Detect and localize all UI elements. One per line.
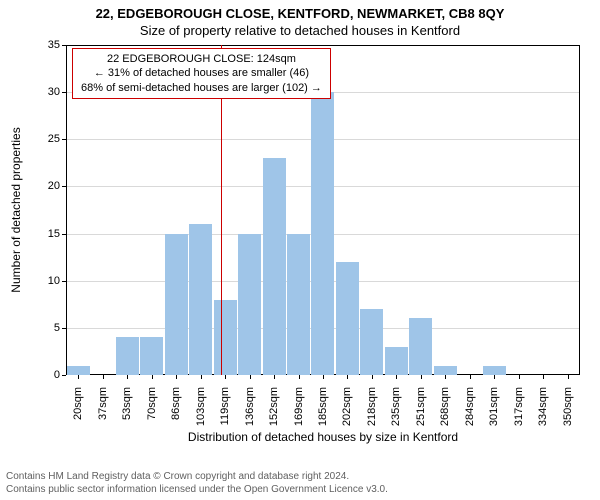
ytick-label: 25 xyxy=(48,133,60,145)
bar xyxy=(140,337,163,375)
ytick-mark xyxy=(62,139,66,140)
xtick-mark xyxy=(519,375,520,379)
xtick-label: 152sqm xyxy=(268,387,280,426)
xtick-mark xyxy=(127,375,128,379)
xtick-label: 37sqm xyxy=(97,387,109,420)
xtick-label: 169sqm xyxy=(293,387,305,426)
xtick-label: 202sqm xyxy=(341,387,353,426)
ytick-label: 35 xyxy=(48,39,60,51)
ytick-label: 10 xyxy=(48,275,60,287)
footer-text: Contains HM Land Registry data © Crown c… xyxy=(6,471,388,496)
bar xyxy=(287,234,310,375)
ytick-mark xyxy=(62,281,66,282)
xtick-mark xyxy=(274,375,275,379)
footer-line-1: Contains HM Land Registry data © Crown c… xyxy=(6,471,388,484)
ytick-mark xyxy=(62,92,66,93)
footer-line-2: Contains public sector information licen… xyxy=(6,484,388,497)
xtick-label: 218sqm xyxy=(366,387,378,426)
xtick-mark xyxy=(201,375,202,379)
bar xyxy=(189,224,212,375)
ytick-label: 15 xyxy=(48,228,60,240)
ytick-mark xyxy=(62,45,66,46)
xtick-mark xyxy=(372,375,373,379)
xtick-label: 86sqm xyxy=(170,387,182,420)
chart-subtitle: Size of property relative to detached ho… xyxy=(0,21,600,38)
xtick-label: 251sqm xyxy=(415,387,427,426)
bar xyxy=(360,309,383,375)
bar xyxy=(116,337,139,375)
ytick-mark xyxy=(62,186,66,187)
xtick-label: 301sqm xyxy=(488,387,500,426)
xtick-mark xyxy=(421,375,422,379)
ytick-label: 0 xyxy=(54,369,60,381)
xtick-label: 103sqm xyxy=(195,387,207,426)
chart-container: { "title": "22, EDGEBOROUGH CLOSE, KENTF… xyxy=(0,0,600,500)
annotation-line-3: 68% of semi-detached houses are larger (… xyxy=(81,81,322,95)
ytick-mark xyxy=(62,375,66,376)
ytick-label: 30 xyxy=(48,86,60,98)
bar xyxy=(67,366,90,375)
xtick-label: 119sqm xyxy=(219,387,231,425)
xtick-mark xyxy=(250,375,251,379)
xtick-mark xyxy=(396,375,397,379)
xtick-mark xyxy=(103,375,104,379)
xtick-mark xyxy=(568,375,569,379)
ytick-mark xyxy=(62,328,66,329)
xtick-mark xyxy=(323,375,324,379)
xtick-mark xyxy=(152,375,153,379)
bar xyxy=(238,234,261,375)
xtick-label: 235sqm xyxy=(390,387,402,426)
xtick-mark xyxy=(470,375,471,379)
y-axis-label: Number of detached properties xyxy=(9,127,23,292)
bar xyxy=(311,92,334,375)
xtick-label: 20sqm xyxy=(72,387,84,420)
bar xyxy=(214,300,237,375)
xtick-label: 185sqm xyxy=(317,387,329,426)
xtick-mark xyxy=(445,375,446,379)
xtick-mark xyxy=(176,375,177,379)
xtick-mark xyxy=(225,375,226,379)
bar xyxy=(409,318,432,375)
xtick-label: 350sqm xyxy=(562,387,574,426)
xtick-mark xyxy=(347,375,348,379)
annotation-line-1: 22 EDGEBOROUGH CLOSE: 124sqm xyxy=(81,52,322,66)
bar xyxy=(385,347,408,375)
xtick-label: 284sqm xyxy=(464,387,476,426)
bar xyxy=(336,262,359,375)
xtick-label: 334sqm xyxy=(537,387,549,426)
annotation-line-2: ← 31% of detached houses are smaller (46… xyxy=(81,66,322,80)
annotation-box: 22 EDGEBOROUGH CLOSE: 124sqm ← 31% of de… xyxy=(72,48,331,99)
xtick-mark xyxy=(543,375,544,379)
bar xyxy=(165,234,188,375)
xtick-mark xyxy=(494,375,495,379)
x-axis-label: Distribution of detached houses by size … xyxy=(188,430,458,444)
bar xyxy=(483,366,506,375)
xtick-label: 70sqm xyxy=(146,387,158,420)
xtick-label: 317sqm xyxy=(513,387,525,426)
xtick-mark xyxy=(299,375,300,379)
xtick-mark xyxy=(78,375,79,379)
xtick-label: 136sqm xyxy=(244,387,256,426)
ytick-label: 20 xyxy=(48,180,60,192)
bar xyxy=(263,158,286,375)
bar xyxy=(434,366,457,375)
xtick-label: 53sqm xyxy=(121,387,133,420)
ytick-mark xyxy=(62,234,66,235)
ytick-label: 5 xyxy=(54,322,60,334)
chart-title: 22, EDGEBOROUGH CLOSE, KENTFORD, NEWMARK… xyxy=(0,0,600,21)
xtick-label: 268sqm xyxy=(439,387,451,426)
